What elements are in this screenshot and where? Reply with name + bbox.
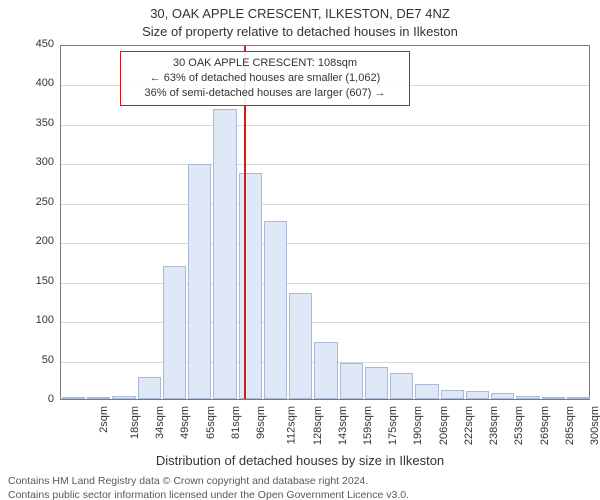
histogram-bar (516, 396, 539, 399)
x-tick: 34sqm (154, 406, 166, 439)
x-tick: 18sqm (129, 406, 141, 439)
x-tick: 285sqm (564, 406, 576, 445)
x-axis-label: Distribution of detached houses by size … (0, 453, 600, 468)
x-tick: 175sqm (387, 406, 399, 445)
histogram-bar (567, 397, 590, 399)
histogram-bar (340, 363, 363, 399)
histogram-bar (87, 397, 110, 399)
x-tick: 65sqm (205, 406, 217, 439)
y-tick: 350 (0, 117, 54, 129)
x-tick: 190sqm (413, 406, 425, 445)
footer-copyright-1: Contains HM Land Registry data © Crown c… (8, 475, 368, 487)
histogram-bar (365, 367, 388, 399)
x-tick: 2sqm (98, 406, 110, 433)
histogram-bar (415, 384, 438, 399)
gridline (61, 204, 589, 205)
histogram-bar (441, 390, 464, 399)
histogram-bar (213, 109, 236, 399)
histogram-bar (239, 173, 262, 399)
y-tick: 250 (0, 196, 54, 208)
annotation-line: 30 OAK APPLE CRESCENT: 108sqm (127, 56, 403, 71)
annotation-line: 36% of semi-detached houses are larger (… (127, 86, 403, 101)
x-tick: 222sqm (463, 406, 475, 445)
y-tick: 150 (0, 275, 54, 287)
histogram-bar (138, 377, 161, 399)
y-tick: 100 (0, 314, 54, 326)
histogram-bar (542, 397, 565, 399)
histogram-bar (491, 393, 514, 399)
y-tick: 50 (0, 354, 54, 366)
x-tick: 49sqm (179, 406, 191, 439)
page-subtitle: Size of property relative to detached ho… (0, 24, 600, 39)
histogram-bar (163, 266, 186, 399)
y-tick: 400 (0, 77, 54, 89)
y-tick: 450 (0, 38, 54, 50)
histogram-bar (466, 391, 489, 399)
x-tick: 159sqm (362, 406, 374, 445)
histogram-bar (390, 373, 413, 399)
footer-copyright-2: Contains public sector information licen… (8, 489, 409, 500)
y-tick: 300 (0, 156, 54, 168)
gridline (61, 125, 589, 126)
histogram-bar (62, 397, 85, 399)
histogram-bar (112, 396, 135, 399)
x-tick: 96sqm (255, 406, 267, 439)
histogram-bar (188, 164, 211, 399)
x-tick: 143sqm (337, 406, 349, 445)
x-tick: 112sqm (286, 406, 298, 444)
annotation-line: ← 63% of detached houses are smaller (1,… (127, 71, 403, 86)
histogram-bar (289, 293, 312, 399)
x-tick: 206sqm (438, 406, 450, 445)
y-tick: 0 (0, 393, 54, 405)
gridline (61, 243, 589, 244)
x-tick: 128sqm (312, 406, 324, 445)
y-tick: 200 (0, 235, 54, 247)
x-tick: 300sqm (589, 406, 600, 445)
gridline (61, 164, 589, 165)
x-tick: 253sqm (514, 406, 526, 445)
annotation-box: 30 OAK APPLE CRESCENT: 108sqm← 63% of de… (120, 51, 410, 106)
x-tick: 269sqm (539, 406, 551, 445)
page-title-address: 30, OAK APPLE CRESCENT, ILKESTON, DE7 4N… (0, 6, 600, 21)
histogram-bar (314, 342, 337, 399)
gridline (61, 322, 589, 323)
gridline (61, 283, 589, 284)
x-tick: 238sqm (488, 406, 500, 445)
x-tick: 81sqm (230, 406, 242, 439)
histogram-bar (264, 221, 287, 399)
